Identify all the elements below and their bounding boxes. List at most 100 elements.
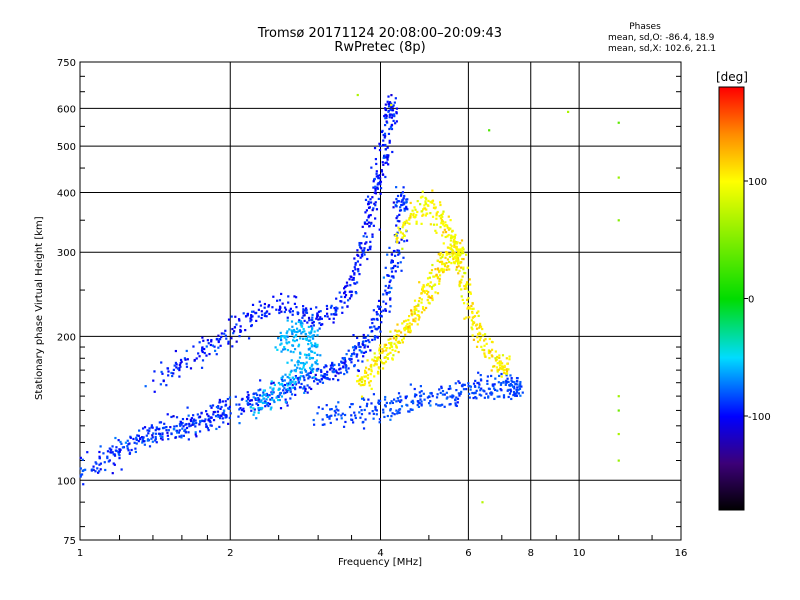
echo-point — [118, 448, 121, 451]
echo-point — [491, 355, 494, 358]
echo-point — [376, 175, 380, 178]
echo-point — [379, 305, 382, 309]
echo-point — [305, 356, 308, 359]
colorbar-segment — [719, 382, 744, 384]
echo-point — [139, 437, 142, 440]
echo-point — [255, 417, 258, 420]
echo-point — [336, 378, 340, 382]
echo-point — [491, 341, 494, 344]
echo-point — [343, 292, 346, 295]
echo-point — [417, 310, 420, 313]
echo-point — [294, 335, 297, 338]
echo-point — [289, 311, 292, 314]
echo-point — [326, 307, 329, 310]
echo-point — [159, 383, 162, 386]
colorbar-segment — [719, 105, 744, 107]
colorbar-segment — [719, 267, 744, 269]
echo-point — [277, 381, 281, 385]
echo-point — [387, 110, 390, 113]
echo-point — [401, 236, 404, 239]
echo-point — [392, 104, 395, 107]
echo-point — [478, 338, 482, 342]
echo-point — [445, 391, 448, 394]
echo-point — [270, 382, 273, 385]
phases-heading: Phases — [629, 22, 661, 32]
echo-point — [403, 329, 406, 332]
echo-point — [251, 403, 254, 406]
echo-point — [446, 251, 449, 254]
echo-point — [238, 403, 241, 406]
echo-point — [275, 396, 278, 399]
colorbar-segment — [719, 224, 744, 226]
colorbar-segment — [719, 501, 744, 503]
colorbar-segment — [719, 229, 744, 231]
colorbar-segment — [719, 142, 744, 144]
echo-point — [465, 281, 469, 284]
echo-point — [228, 396, 232, 399]
colorbar-segment — [719, 95, 744, 97]
echo-point — [363, 408, 366, 412]
echo-point — [403, 207, 406, 210]
colorbar-segment — [719, 370, 744, 372]
echo-point — [337, 413, 340, 416]
echo-point — [114, 449, 117, 452]
echo-point — [303, 385, 306, 388]
echo-point — [457, 272, 460, 275]
echo-point — [311, 344, 314, 347]
colorbar-segment — [719, 286, 744, 288]
echo-point — [344, 294, 348, 297]
echo-point — [498, 395, 501, 398]
echo-point — [162, 379, 165, 383]
echo-point — [349, 275, 352, 278]
x-axis-label: Frequency [MHz] — [337, 557, 423, 568]
colorbar-segment — [719, 448, 744, 450]
echo-point — [369, 222, 373, 225]
echo-point — [201, 359, 205, 362]
colorbar-segment — [719, 364, 744, 366]
echo-point — [295, 333, 298, 337]
echo-point — [372, 207, 375, 210]
echo-point — [474, 379, 477, 382]
echo-point — [288, 389, 291, 392]
echo-point — [431, 297, 434, 300]
echo-point — [318, 318, 322, 321]
echo-point — [79, 456, 82, 459]
colorbar-segment — [719, 487, 744, 489]
echo-point — [335, 369, 338, 372]
echo-point — [263, 312, 267, 315]
echo-point — [300, 368, 303, 371]
echo-point — [425, 289, 428, 293]
echo-point — [387, 102, 390, 106]
echo-point — [120, 442, 123, 445]
echo-point — [335, 408, 338, 411]
echo-point — [481, 327, 484, 331]
echo-point — [235, 323, 238, 326]
echo-point — [294, 380, 297, 384]
echo-point — [325, 376, 328, 380]
echo-point — [135, 436, 138, 439]
echo-point — [367, 368, 371, 371]
echo-point — [374, 187, 377, 190]
echo-point — [273, 400, 276, 404]
echo-point — [484, 355, 487, 358]
echo-point — [315, 306, 318, 309]
echo-point — [374, 327, 377, 330]
echo-point — [367, 334, 370, 337]
echo-point — [306, 384, 309, 387]
echo-point — [222, 409, 226, 412]
echo-point — [343, 358, 347, 361]
echo-point — [392, 265, 396, 268]
echo-point — [217, 346, 220, 349]
colorbar-segment — [719, 125, 744, 127]
echo-point — [374, 185, 377, 188]
echo-point — [386, 353, 389, 357]
echo-point — [326, 415, 329, 419]
echo-point — [438, 280, 441, 283]
echo-point — [293, 302, 297, 305]
echo-point — [427, 290, 430, 294]
echo-point — [166, 431, 169, 434]
echo-point — [360, 380, 363, 384]
y-tick-label: 75 — [63, 536, 76, 547]
colorbar-segment — [719, 253, 744, 255]
echo-point — [494, 388, 497, 392]
